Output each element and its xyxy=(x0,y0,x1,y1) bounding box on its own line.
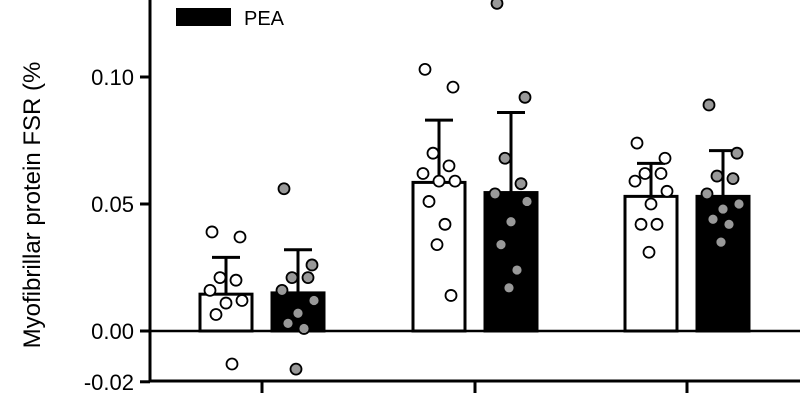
y-tick-label: 0.10 xyxy=(91,65,134,90)
data-point xyxy=(422,195,436,208)
data-point xyxy=(235,294,249,307)
data-point xyxy=(726,172,740,186)
y-tick-label: 0.05 xyxy=(91,192,134,217)
data-point xyxy=(732,197,746,211)
y-tick-label: -0.02 xyxy=(84,370,134,395)
data-point xyxy=(700,187,714,201)
data-point xyxy=(642,245,656,259)
data-point xyxy=(277,182,291,196)
data-point xyxy=(307,294,321,307)
data-point xyxy=(510,263,524,277)
data-point xyxy=(219,296,233,310)
data-point xyxy=(650,217,664,231)
data-point xyxy=(233,230,247,244)
data-point xyxy=(444,289,458,302)
data-point xyxy=(213,271,227,285)
data-point xyxy=(285,271,299,285)
data-point xyxy=(275,283,289,297)
data-point xyxy=(730,146,744,160)
data-point xyxy=(514,177,528,191)
data-point xyxy=(706,212,720,226)
data-point xyxy=(442,159,456,173)
data-point xyxy=(630,136,644,150)
y-tick-label: 0.00 xyxy=(91,319,134,344)
data-point xyxy=(710,169,724,183)
data-point xyxy=(448,174,462,188)
data-point xyxy=(702,98,716,112)
data-point xyxy=(498,151,512,165)
data-point xyxy=(660,184,674,198)
data-point xyxy=(209,308,223,321)
bar xyxy=(623,194,679,333)
legend-label-pea: PEA xyxy=(244,8,285,30)
data-point xyxy=(714,235,728,249)
bars xyxy=(198,180,751,333)
data-point xyxy=(289,362,303,376)
bar xyxy=(411,180,467,333)
data-point xyxy=(301,271,315,285)
data-point xyxy=(297,322,311,335)
data-point xyxy=(438,217,452,231)
data-point xyxy=(504,215,518,229)
bar xyxy=(695,194,751,333)
data-point xyxy=(488,187,502,201)
data-point xyxy=(658,151,672,165)
data-point xyxy=(628,174,642,188)
data-point xyxy=(520,195,534,208)
data-point xyxy=(722,217,736,231)
data-point xyxy=(205,225,219,239)
data-point xyxy=(416,167,430,180)
data-point xyxy=(634,217,648,231)
data-point xyxy=(446,80,460,94)
data-points xyxy=(203,0,746,376)
data-point xyxy=(502,281,516,295)
bar xyxy=(483,191,539,333)
data-point xyxy=(203,283,217,297)
data-point xyxy=(654,167,668,180)
data-point xyxy=(716,202,730,216)
legend-swatch-pea xyxy=(176,8,231,26)
data-point xyxy=(426,146,440,160)
axes: -0.02 0.00 0.05 0.10 xyxy=(84,0,800,395)
error-bars xyxy=(212,111,737,295)
data-point xyxy=(305,258,319,272)
y-axis-label: Myofibrillar protein FSR (% xyxy=(19,62,46,349)
data-point xyxy=(432,174,446,188)
data-point xyxy=(494,238,508,252)
data-point xyxy=(644,197,658,211)
data-point xyxy=(229,273,243,287)
data-point xyxy=(518,90,532,104)
data-point xyxy=(490,0,504,10)
data-point xyxy=(291,306,305,320)
legend: PEA xyxy=(176,8,285,30)
data-point xyxy=(225,357,239,371)
data-point xyxy=(430,238,444,252)
data-point xyxy=(281,316,295,330)
data-point xyxy=(638,167,652,180)
data-point xyxy=(418,62,432,76)
